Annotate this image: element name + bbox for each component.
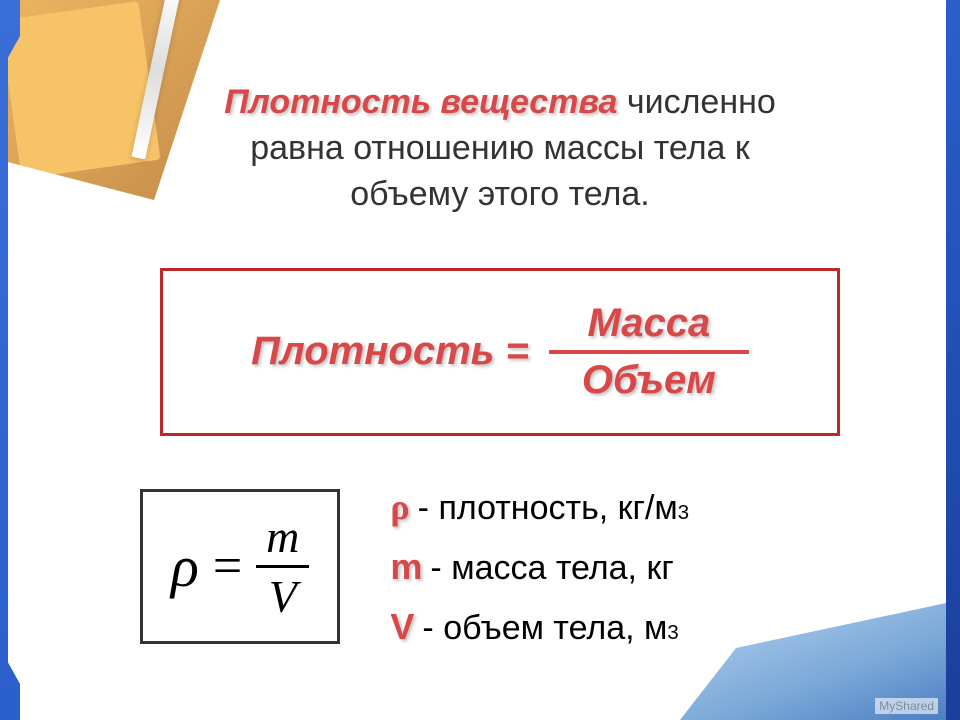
legend-m: m - масса тела, кг bbox=[390, 546, 689, 588]
def-line3: объему этого тела. bbox=[350, 175, 650, 213]
legend-rho-sym: ρ bbox=[390, 486, 409, 528]
rho-symbol: ρ bbox=[171, 533, 199, 600]
legend-m-text: - масса тела, кг bbox=[430, 549, 673, 588]
v-symbol: V bbox=[269, 568, 297, 623]
legend-v-sup: 3 bbox=[667, 622, 678, 645]
word-formula-fraction: Масса Объем bbox=[549, 301, 749, 403]
word-formula-lhs: Плотность = bbox=[251, 329, 529, 374]
legend-v: V - объем тела, м3 bbox=[390, 606, 689, 648]
def-rest1: численно bbox=[617, 83, 775, 121]
slide-content: Плотность вещества численно равна отноше… bbox=[0, 0, 960, 688]
legend-rho: ρ - плотность, кг/м3 bbox=[390, 486, 689, 528]
word-formula-box: Плотность = Масса Объем bbox=[160, 268, 840, 436]
legend-rho-sup: 3 bbox=[678, 502, 689, 525]
lower-row: ρ = m V ρ - плотность, кг/м3 m - масса т… bbox=[100, 486, 900, 648]
equals-symbol: = bbox=[213, 537, 242, 596]
term: Плотность вещества bbox=[224, 83, 617, 121]
def-line2: равна отношению массы тела к bbox=[250, 129, 750, 167]
legend-rho-text: - плотность, кг/м bbox=[418, 489, 678, 528]
legend-m-sym: m bbox=[390, 546, 422, 588]
word-formula-denominator: Объем bbox=[582, 354, 716, 403]
symbol-formula-box: ρ = m V bbox=[140, 489, 340, 644]
legend-v-text: - объем тела, м bbox=[422, 609, 667, 648]
attribution: MyShared bbox=[875, 698, 938, 714]
legend-v-sym: V bbox=[390, 606, 414, 648]
m-symbol: m bbox=[256, 510, 309, 568]
definition-text: Плотность вещества численно равна отноше… bbox=[100, 80, 900, 218]
word-formula-numerator: Масса bbox=[549, 301, 749, 354]
symbol-fraction: m V bbox=[256, 510, 309, 623]
legend: ρ - плотность, кг/м3 m - масса тела, кг … bbox=[390, 486, 689, 648]
